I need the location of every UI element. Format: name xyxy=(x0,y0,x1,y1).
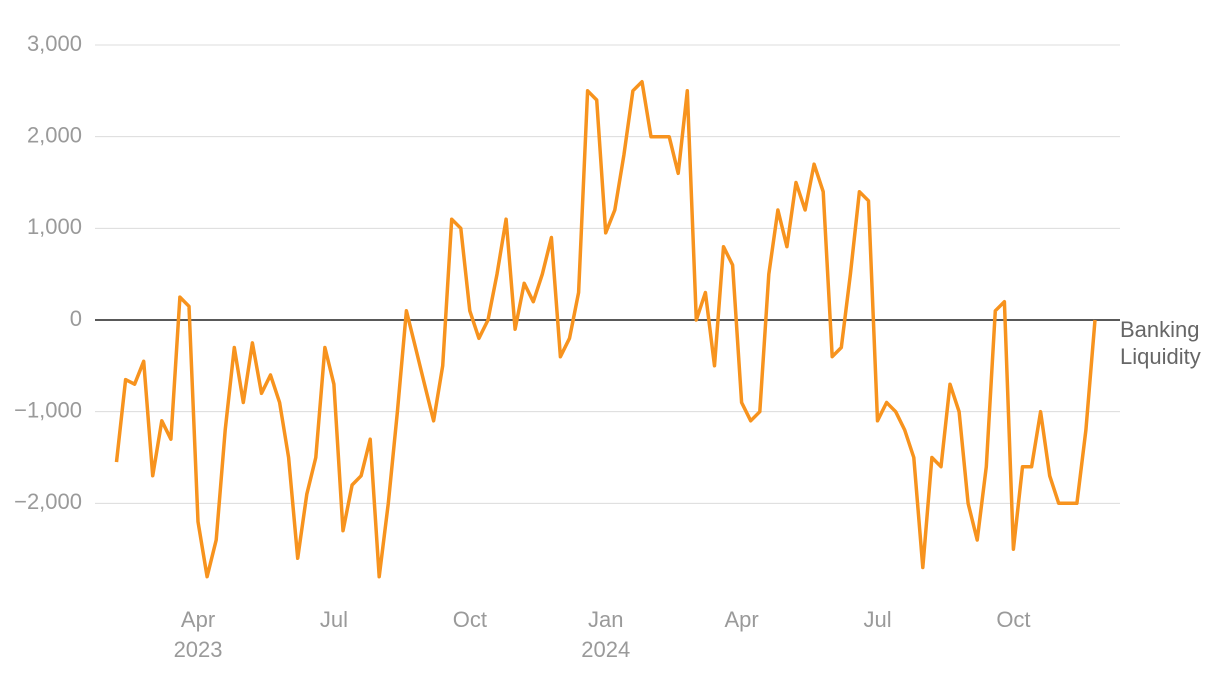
x-tick-label: Apr xyxy=(725,607,759,632)
x-tick-label: Oct xyxy=(453,607,487,632)
x-tick-label: Apr 2023 xyxy=(174,607,223,662)
y-tick-label: −1,000 xyxy=(14,397,82,422)
x-tick-label: Jul xyxy=(863,607,891,632)
series-line xyxy=(114,79,1097,579)
series-label: Banking Liquidity xyxy=(1120,317,1201,369)
x-tick-label: Jul xyxy=(320,607,348,632)
x-tick-label: Jan 2024 xyxy=(581,607,630,662)
y-tick-label: 0 xyxy=(70,306,82,331)
y-tick-label: 2,000 xyxy=(27,122,82,147)
y-tick-label: 3,000 xyxy=(27,31,82,56)
y-tick-label: −2,000 xyxy=(14,489,82,514)
x-tick-label: Oct xyxy=(996,607,1030,632)
y-tick-label: 1,000 xyxy=(27,214,82,239)
